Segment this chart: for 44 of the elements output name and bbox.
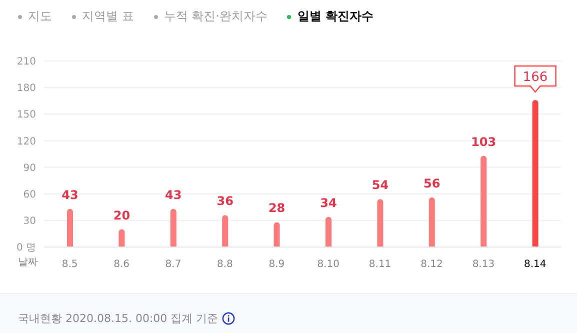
y-tick-label: 90 [23,162,36,174]
data-label: 28 [268,201,286,216]
bar [532,100,538,247]
data-label: 54 [372,178,389,192]
y-tick-label: 60 [23,189,36,200]
bar [274,222,280,247]
data-label: 103 [471,134,496,149]
x-tick-label: 8.10 [317,259,340,270]
y-tick-label: 210 [16,56,36,68]
x-tick-label: 8.9 [268,259,285,270]
x-tick-label: 8.6 [114,259,130,270]
text: 지역별 표 [81,8,134,25]
bar [170,208,176,247]
text: 일별 확진자수 [296,8,374,25]
y-tick-label: 150 [16,110,36,121]
y-tick-label: 180 [16,83,36,94]
x-tick-label: 8.11 [368,259,392,270]
bar [222,215,228,247]
data-label: 20 [113,208,130,222]
x-tick-label: 8.7 [165,259,182,270]
bar [326,216,332,247]
y-tick-label: 120 [16,136,36,148]
y-tick-label: 30 [23,216,36,227]
bar [480,156,487,247]
text: 국내현황 2020.08.15. 00:00 집계 기준 [18,311,220,326]
x-tick-label: 8.14 [524,259,546,270]
bar [118,229,125,247]
text: 누적 확진·완치자수 [162,8,268,25]
x-axis-title: 날짜 [18,257,38,268]
bar [67,208,73,247]
data-label: 166 [522,70,548,85]
data-label: 56 [424,176,440,190]
bar [377,199,384,247]
text: 지도 [27,8,52,25]
y-tick-label: 0 명 [16,242,36,254]
data-label: 34 [320,196,337,210]
x-tick-label: 8.13 [472,259,495,270]
x-tick-label: 8.12 [420,259,443,270]
x-tick-label: 8.8 [216,259,233,270]
data-label: 43 [165,188,182,202]
bar [428,197,435,247]
data-label: 43 [62,188,78,202]
data-label: 36 [216,194,234,208]
x-tick-label: 8.5 [62,259,78,270]
